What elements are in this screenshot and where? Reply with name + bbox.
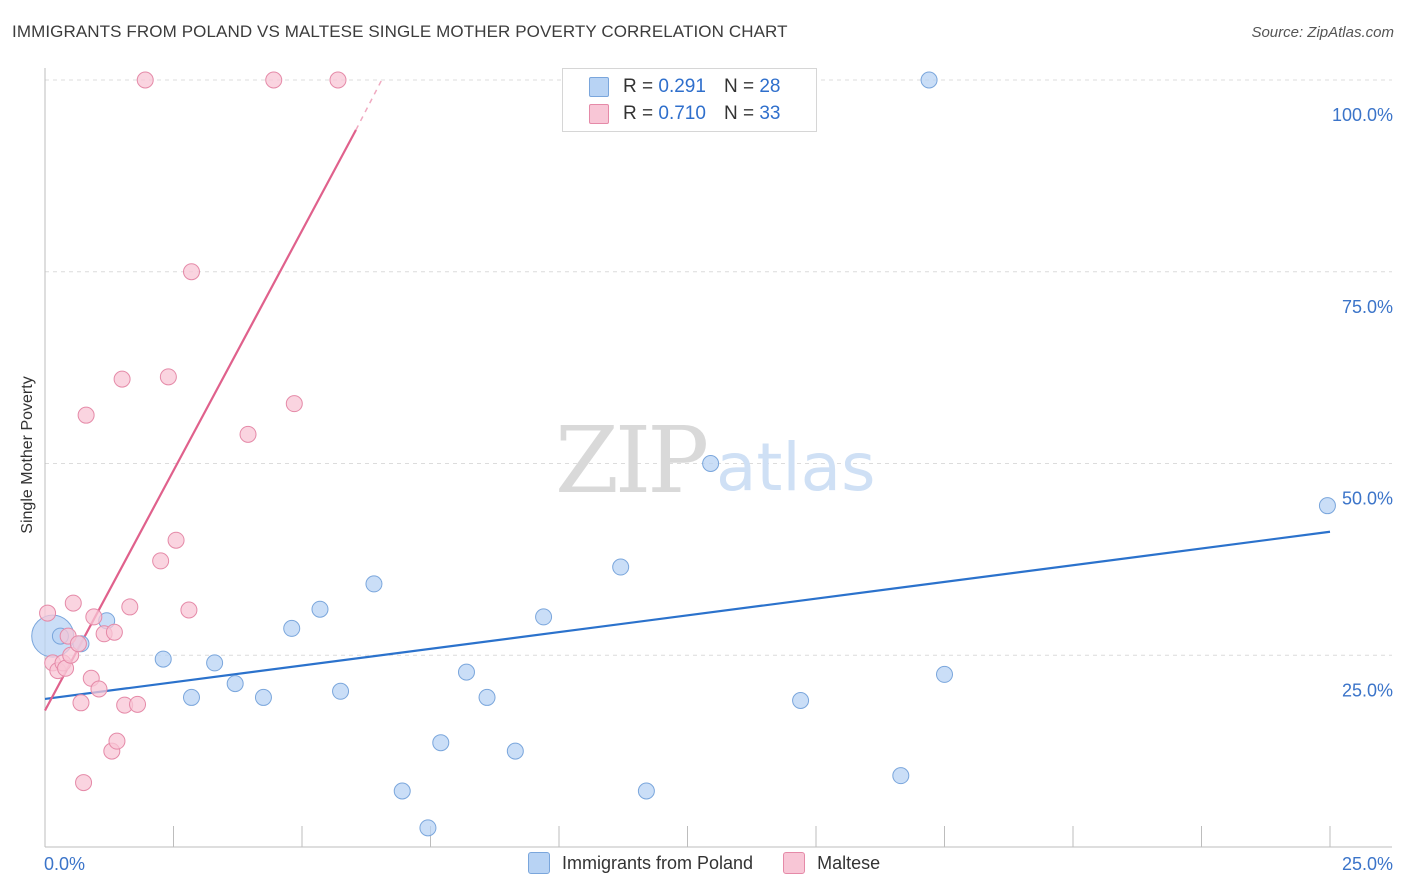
point-poland xyxy=(457,663,475,681)
point-maltese xyxy=(90,680,108,698)
point-maltese xyxy=(113,370,131,388)
legend-n-value: 33 xyxy=(759,103,781,124)
legend-swatch-maltese xyxy=(589,104,609,124)
point-poland xyxy=(637,782,655,800)
y-axis-label: Single Mother Poverty xyxy=(19,376,36,534)
point-maltese xyxy=(121,598,139,616)
x-tick-label: 0.0% xyxy=(44,854,85,874)
point-poland xyxy=(206,654,224,672)
legend-row-poland: R = 0.291 N = 28 xyxy=(589,74,780,100)
point-maltese xyxy=(329,71,347,89)
point-maltese xyxy=(105,623,123,641)
legend-n-value: 28 xyxy=(759,76,781,97)
legend-item-maltese[interactable]: Maltese xyxy=(783,852,880,874)
chart-title: IMMIGRANTS FROM POLAND VS MALTESE SINGLE… xyxy=(12,22,788,41)
point-poland xyxy=(920,71,938,89)
trendline-poland xyxy=(44,530,1331,701)
x-tick-label: 25.0% xyxy=(1342,854,1393,874)
point-poland xyxy=(1318,497,1336,515)
watermark-atlas: atlas xyxy=(716,429,876,506)
point-maltese xyxy=(69,635,87,653)
y-tick-label: 25.0% xyxy=(1342,680,1393,700)
point-poland xyxy=(393,782,411,800)
point-maltese xyxy=(182,263,200,281)
point-maltese xyxy=(167,531,185,549)
point-poland xyxy=(226,675,244,693)
point-poland xyxy=(936,665,953,683)
watermark-zip: ZIP xyxy=(555,407,706,514)
watermark: ZIP atlas xyxy=(555,407,876,514)
trendlines xyxy=(44,79,1331,711)
point-poland xyxy=(365,575,383,593)
point-poland xyxy=(506,742,524,760)
stats-legend: R = 0.291 N = 28 R = 0.710 N = 33 xyxy=(562,68,817,132)
legend-r-value: 0.291 xyxy=(658,76,706,97)
point-poland xyxy=(892,767,910,785)
point-poland xyxy=(432,734,450,752)
legend-n-label: N = xyxy=(723,76,755,97)
legend-swatch-maltese xyxy=(783,852,806,874)
tick-labels: 25.0% 50.0% 75.0% 100.0% 0.0% 25.0% xyxy=(44,105,1393,874)
point-maltese xyxy=(239,425,257,443)
point-maltese xyxy=(77,406,95,424)
legend-swatch-poland xyxy=(528,852,550,874)
point-poland xyxy=(702,455,720,472)
point-maltese xyxy=(152,552,170,570)
point-poland xyxy=(283,619,301,637)
legend-label-poland: Immigrants from Poland xyxy=(562,852,754,873)
point-maltese xyxy=(180,601,198,619)
legend-n-label: N = xyxy=(723,103,755,124)
point-poland xyxy=(254,688,272,706)
point-poland xyxy=(478,688,496,706)
point-maltese xyxy=(129,695,147,713)
legend-r-value: 0.710 xyxy=(658,103,706,124)
trendline-maltese-extension xyxy=(355,79,383,131)
legend-label-maltese: Maltese xyxy=(817,852,881,873)
point-poland xyxy=(182,688,200,706)
point-maltese xyxy=(75,774,93,792)
point-maltese xyxy=(285,395,303,413)
legend-r-label: R = xyxy=(623,103,654,124)
legend-row-maltese: R = 0.710 N = 33 xyxy=(589,101,780,127)
point-maltese xyxy=(136,71,154,89)
point-maltese xyxy=(108,732,126,750)
legend-swatch-poland xyxy=(589,77,609,97)
point-maltese xyxy=(85,608,103,626)
point-poland xyxy=(419,819,437,837)
point-poland xyxy=(311,600,329,618)
point-maltese xyxy=(159,368,177,386)
y-tick-label: 50.0% xyxy=(1342,489,1393,509)
source-label: Source: ZipAtlas.com xyxy=(1251,24,1394,41)
gridlines xyxy=(45,79,1392,656)
point-maltese xyxy=(265,71,283,89)
axes xyxy=(44,68,1392,848)
point-poland xyxy=(612,558,630,576)
point-poland xyxy=(535,608,553,626)
point-maltese xyxy=(72,694,90,712)
point-poland xyxy=(332,682,350,700)
y-tick-label: 100.0% xyxy=(1332,105,1393,125)
data-points xyxy=(31,71,1336,837)
point-maltese xyxy=(39,604,57,622)
legend-r-label: R = xyxy=(623,76,654,97)
y-tick-label: 75.0% xyxy=(1342,297,1393,317)
point-poland xyxy=(792,692,810,710)
point-poland xyxy=(154,650,172,668)
legend-item-poland[interactable]: Immigrants from Poland xyxy=(528,852,753,874)
series-legend: Immigrants from Poland Maltese xyxy=(528,852,910,874)
point-maltese xyxy=(64,594,82,612)
